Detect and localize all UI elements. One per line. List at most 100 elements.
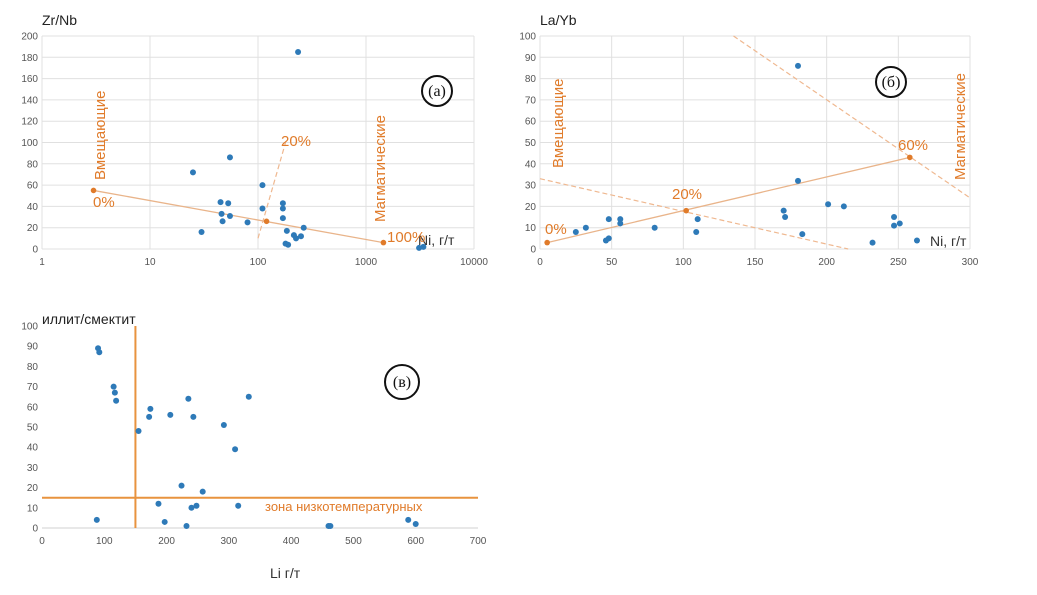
panel-b-data-point [869,239,876,246]
panel-b-annotation-magmatic: Магматические [952,73,969,180]
panel-a-ytick-label: 40 [27,202,39,213]
panel-a-xtick-label: 1 [39,257,45,268]
panel-a: 0 20 40 60 80 100 120 140 160 180 200 1 10 100 1000 10… [21,12,488,268]
panel-b-data-point [782,214,789,221]
panel-b-data-point [605,216,612,223]
panel-b-data-point [617,216,624,223]
panel-b-xtick-label: 0 [537,257,543,268]
panel-b-ytick-label: 0 [530,245,536,256]
panel-a-ytick-label: 20 [27,223,39,234]
panel-a-mixing-point [90,187,97,194]
panel-b-annotation-host: Вмещающие [550,79,567,169]
panel-a-dashed-line [257,142,287,239]
panel-c-ytick-label: 0 [32,524,38,535]
panel-b-ytick-label: 60 [525,117,537,128]
panel-b-ytick-label: 20 [525,202,537,213]
panel-c: 0 10 20 30 40 50 60 70 80 90 100 0 100 200 300 400 500 6… [21,311,486,581]
panel-a-ytick-label: 0 [32,245,38,256]
panel-a-data-point [244,219,251,226]
panel-c-data-point [93,516,100,523]
panel-a-xtick-label: 10 [144,257,156,268]
panel-a-data-point [259,182,266,189]
panel-c-data-point [185,395,192,402]
panel-b-mixing-point [683,207,689,214]
panel-b: 0 10 20 30 40 50 60 70 80 90 100 0 50 100 150 200 250 30… [519,12,978,268]
panel-b-xtick-label: 250 [890,257,907,268]
panel-a-data-point [279,215,286,222]
panel-a-annotation-magmatic: Магматические [372,115,389,222]
panel-a-ytick-label: 60 [27,181,39,192]
panel-b-xlabel: Ni, г/т [930,233,967,249]
panel-c-xtick-label: 300 [221,536,238,547]
panel-a-ytick-label: 200 [21,32,38,43]
panel-c-ytick-label: 100 [21,322,38,333]
panel-c-label-badge: (в) [384,364,420,400]
panel-c-data-point [193,502,200,509]
panel-c-data-point [155,500,162,507]
panel-c-zone-label: зона низкотемпературных [265,499,423,514]
panel-b-ytick-label: 40 [525,159,537,170]
panel-c-ytick-label: 20 [27,483,39,494]
panel-b-data-point [693,228,700,235]
panel-b-data-point [651,224,658,231]
panel-a-label: (а) [428,83,446,100]
panel-c-data-point [412,520,419,527]
panel-b-ytick-label: 50 [525,138,537,149]
panel-c-data-point [147,405,154,412]
panel-a-data-point [297,233,304,240]
panel-c-xtick-label: 100 [96,536,113,547]
panel-b-data-point [795,177,801,184]
panel-b-data-point [840,203,847,210]
panel-c-xlabel: Li г/т [270,565,301,581]
panel-b-mix-label-60: 60% [898,137,928,154]
panel-a-data-point [226,212,233,219]
panel-b-mix-label-20: 20% [672,186,702,203]
panel-c-xtick-label: 200 [158,536,175,547]
panel-a-data-point [219,218,226,225]
panel-a-data-point [293,235,300,242]
panel-c-label: (в) [393,374,411,391]
panel-b-data-point [799,231,806,238]
panel-b-data-point [780,207,787,214]
panel-b-data-point [605,235,612,242]
panel-b-data-point [795,62,801,69]
panel-a-xtick-label: 100 [250,257,267,268]
panel-c-data-point [199,488,206,495]
panel-b-label: (б) [882,74,901,91]
panel-b-mixing-point [907,154,913,161]
panel-c-data-point [96,349,103,356]
panel-a-ytick-label: 120 [21,117,38,128]
panel-c-data-point [178,482,185,489]
panel-a-data-point [420,243,427,250]
panel-b-ytick-label: 30 [525,181,537,192]
panel-a-label-badge: (а) [421,75,453,107]
panel-c-xtick-label: 0 [39,536,45,547]
panel-c-data-point [188,504,195,511]
panel-c-ytick-label: 10 [27,503,39,514]
panel-b-xtick-label: 150 [747,257,764,268]
panel-c-data-point [183,522,190,529]
panel-b-data-point [913,237,920,244]
panel-a-mix-label-20: 20% [281,133,311,150]
panel-b-ytick-label: 70 [525,95,537,106]
panel-b-xtick-label: 200 [818,257,835,268]
panel-b-ytick-label: 90 [525,53,537,64]
panel-c-data-point [135,428,142,435]
panel-c-ytick-label: 90 [27,342,39,353]
panel-c-data-point [190,413,197,420]
panel-a-data-point [300,224,307,231]
panel-a-mixing-point [380,239,387,246]
panel-b-ytick-label: 100 [519,32,536,43]
panel-a-data-point [225,200,232,207]
panel-b-data-point [825,201,832,208]
panel-c-data-point [232,446,239,453]
panel-c-data-point [405,516,412,523]
panel-a-data-point [279,200,286,207]
panel-c-ylabel: иллит/смектит [42,311,136,327]
panel-c-data-point [220,421,227,428]
panel-c-xtick-label: 500 [345,536,362,547]
panel-b-mixing-point [544,239,550,246]
panel-c-data-point [111,389,118,396]
panel-a-data-point [217,199,224,206]
